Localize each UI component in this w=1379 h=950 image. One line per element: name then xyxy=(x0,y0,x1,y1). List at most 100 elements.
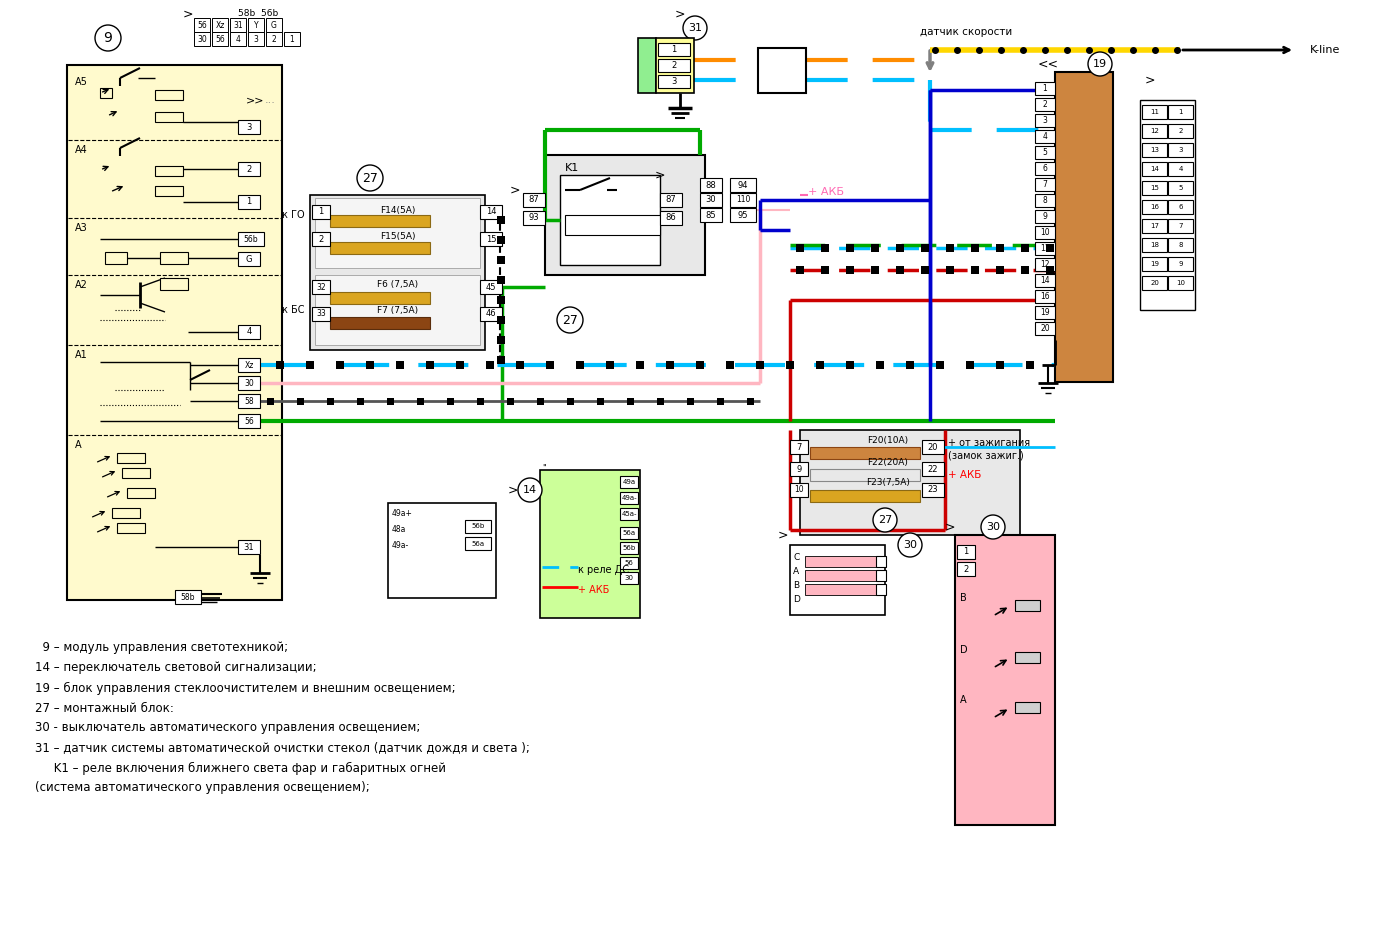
Text: 27: 27 xyxy=(363,172,378,184)
Bar xyxy=(496,216,505,224)
Text: 27: 27 xyxy=(563,314,578,327)
Bar xyxy=(1036,306,1055,319)
Bar xyxy=(426,361,434,369)
Text: 31: 31 xyxy=(244,542,254,552)
Text: 30: 30 xyxy=(244,378,254,388)
Text: 11: 11 xyxy=(1040,244,1049,253)
Text: 32: 32 xyxy=(316,282,325,292)
Bar xyxy=(666,361,674,369)
Text: 9 – модуль управления светотехникой;: 9 – модуль управления светотехникой; xyxy=(34,641,288,655)
Bar xyxy=(967,361,974,369)
Bar xyxy=(160,252,188,264)
Bar xyxy=(330,242,430,254)
Text: >: > xyxy=(1145,73,1156,86)
Bar xyxy=(480,232,502,246)
Bar xyxy=(314,198,480,268)
Bar xyxy=(1036,146,1055,159)
Bar xyxy=(312,280,330,294)
Bar xyxy=(876,556,885,567)
Text: 20: 20 xyxy=(928,443,938,451)
Text: ": " xyxy=(542,464,546,472)
Text: A: A xyxy=(960,695,967,705)
Bar xyxy=(160,278,188,290)
Bar xyxy=(387,398,394,405)
Bar xyxy=(729,178,756,192)
Text: 10: 10 xyxy=(794,485,804,495)
Bar xyxy=(872,266,878,274)
Bar xyxy=(621,527,638,539)
Bar xyxy=(396,361,404,369)
Bar xyxy=(658,43,690,56)
Text: 19: 19 xyxy=(1094,59,1107,69)
Text: 58b  56b: 58b 56b xyxy=(237,10,279,18)
Bar xyxy=(239,195,261,209)
Bar xyxy=(687,398,694,405)
Text: 10: 10 xyxy=(1040,228,1049,237)
Circle shape xyxy=(95,25,121,51)
Text: 13: 13 xyxy=(1150,147,1158,153)
Bar xyxy=(117,523,145,533)
Text: B: B xyxy=(960,593,967,603)
Text: 3: 3 xyxy=(672,77,677,86)
Bar xyxy=(656,38,694,93)
Bar xyxy=(496,276,505,284)
Bar xyxy=(239,376,261,390)
Bar xyxy=(621,492,638,504)
Bar xyxy=(507,398,514,405)
Text: 23: 23 xyxy=(928,485,938,495)
Bar xyxy=(336,361,343,369)
Bar xyxy=(658,59,690,72)
Bar xyxy=(872,244,878,252)
Bar xyxy=(1036,130,1055,143)
Bar xyxy=(480,280,502,294)
Text: 58: 58 xyxy=(244,396,254,406)
Bar xyxy=(230,18,245,32)
Bar xyxy=(809,469,920,481)
Bar xyxy=(266,18,281,32)
Text: ...: ... xyxy=(265,95,276,105)
Bar xyxy=(1036,98,1055,111)
Text: 16: 16 xyxy=(1150,204,1158,210)
Text: >>: >> xyxy=(245,95,265,105)
Bar xyxy=(1047,244,1054,252)
Bar xyxy=(701,208,723,222)
Bar xyxy=(1036,114,1055,127)
Bar xyxy=(701,178,723,192)
Text: 4: 4 xyxy=(1178,166,1183,172)
Text: к ГО: к ГО xyxy=(283,210,305,220)
Bar xyxy=(121,468,150,478)
Bar xyxy=(627,398,634,405)
Bar xyxy=(239,232,263,246)
Text: + АКБ: + АКБ xyxy=(808,187,844,197)
Bar xyxy=(1015,702,1040,713)
Text: 2: 2 xyxy=(272,34,276,44)
Text: 30: 30 xyxy=(197,34,207,44)
Bar xyxy=(923,483,945,497)
Text: D: D xyxy=(960,645,968,655)
Bar xyxy=(923,462,945,476)
Text: 6: 6 xyxy=(1178,204,1183,210)
Text: 94: 94 xyxy=(738,180,749,189)
Bar xyxy=(496,236,505,244)
Bar xyxy=(465,537,491,550)
Text: F6 (7,5A): F6 (7,5A) xyxy=(378,280,419,290)
Text: 48a: 48a xyxy=(392,525,407,535)
Bar xyxy=(387,503,496,598)
Bar xyxy=(996,266,1004,274)
Text: 27 – монтажный блок:: 27 – монтажный блок: xyxy=(34,701,174,714)
Bar xyxy=(658,75,690,88)
Bar xyxy=(330,317,430,329)
Bar xyxy=(621,557,638,569)
Bar xyxy=(194,32,210,46)
Text: 8: 8 xyxy=(1043,196,1048,205)
Bar xyxy=(541,470,640,618)
Text: 1: 1 xyxy=(1178,109,1183,115)
Bar xyxy=(239,252,261,266)
Bar xyxy=(212,18,228,32)
Bar xyxy=(154,112,183,122)
Text: >: > xyxy=(655,168,665,181)
Bar xyxy=(239,394,261,408)
Bar xyxy=(477,398,484,405)
Bar xyxy=(496,356,505,364)
Bar xyxy=(790,545,885,615)
